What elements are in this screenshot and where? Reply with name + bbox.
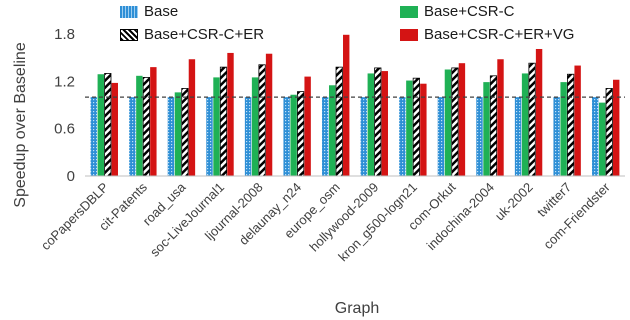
bar-base-csr-c-er-twitter7: [567, 73, 575, 177]
bar-base-csr-c-er-kron-g500-logn21: [412, 77, 420, 177]
bar-base-csr-c-er-ljournal-2008: [258, 64, 266, 177]
legend-item-base-csr-c-er: Base+CSR-C+ER: [120, 26, 264, 43]
x-tick-label: com-Friendster: [540, 179, 613, 252]
bar-base-csr-c-er-vg-road-usa: [188, 59, 196, 176]
bar-base-uk-2002: [514, 97, 522, 176]
x-axis-title: Graph: [335, 300, 379, 317]
bar-base-soc-livejournal1: [206, 97, 213, 176]
bar-base-ljournal-2008: [244, 97, 252, 176]
bar-base-csr-c-er-vg-uk-2002: [535, 48, 543, 176]
y-tick-label: 0: [67, 168, 75, 185]
x-tick-label: hollywood-2009: [306, 180, 381, 255]
bar-base-cit-patents: [129, 97, 136, 176]
bar-base-csr-c-er-hollywood-2009: [374, 67, 382, 177]
legend-label-base-csr-c-er: Base+CSR-C+ER: [144, 26, 265, 43]
legend-label-base: Base: [144, 3, 179, 20]
legend-swatch-base-csr-c-er: [120, 28, 138, 41]
bar-base-csr-c-er-vg-com-orkut: [458, 63, 466, 176]
y-tick-label: 1.2: [54, 73, 75, 90]
bar-base-csr-c-er-road-usa: [181, 88, 189, 177]
y-tick-label: 1.8: [54, 26, 75, 43]
bar-base-kron-g500-logn21: [399, 97, 406, 176]
y-axis-title: Speedup over Baseline: [12, 42, 29, 208]
bar-base-csr-c-er-vg-indochina-2004: [497, 59, 504, 176]
bar-base-csr-c-er-vg-europe-osm: [343, 34, 350, 177]
bar-base-csr-c-er-indochina-2004: [489, 75, 498, 177]
x-tick-label: indochina-2004: [424, 180, 497, 253]
legend: Base Base+CSR-C Base+CSR-C+ER Base+CSR-C…: [0, 0, 630, 50]
bar-base-csr-c-kron-g500-logn21: [406, 80, 413, 176]
x-tick-label: uk-2002: [492, 180, 536, 224]
bar-base-road-usa: [167, 97, 175, 176]
legend-label-base-csr-c: Base+CSR-C: [424, 3, 515, 20]
legend-item-base: Base: [120, 3, 178, 20]
bar-base-csr-c-er-europe-osm: [335, 66, 343, 177]
legend-label-base-csr-c-er-vg: Base+CSR-C+ER+VG: [424, 26, 575, 43]
bar-base-csr-c-er-vg-delaunay-n24: [304, 76, 311, 176]
bar-base-twitter7: [553, 97, 560, 176]
bar-base-com-orkut: [437, 97, 445, 176]
bar-base-csr-c-er-cit-patents: [142, 76, 150, 177]
bar-base-csr-c-road-usa: [174, 92, 182, 176]
bar-base-csr-c-er-delaunay-n24: [297, 91, 305, 177]
bar-base-csr-c-er-uk-2002: [528, 62, 536, 177]
bar-base-csr-c-er-vg-ljournal-2008: [265, 53, 273, 176]
bar-base-csr-c-hollywood-2009: [367, 73, 374, 176]
bar-base-europe-osm: [322, 97, 329, 176]
bar-base-hollywood-2009: [360, 97, 367, 176]
bar-base-delaunay-n24: [283, 97, 290, 176]
bar-base-csr-c-er-vg-soc-livejournal1: [227, 52, 234, 176]
bar-base-csr-c-er-vg-com-friendster: [613, 79, 620, 176]
bar-base-copapersdblp: [90, 97, 97, 176]
bar-base-csr-c-er-vg-cit-patents: [150, 67, 157, 176]
bar-base-csr-c-twitter7: [560, 82, 567, 176]
bar-base-indochina-2004: [476, 97, 483, 176]
bar-base-csr-c-er-vg-copapersdblp: [111, 82, 118, 176]
bars: [90, 34, 620, 177]
bar-base-csr-c-soc-livejournal1: [213, 77, 220, 176]
x-tick-label: coPapersDBLP: [38, 180, 111, 253]
bar-base-csr-c-delaunay-n24: [290, 94, 297, 176]
bar-base-csr-c-com-orkut: [444, 69, 452, 176]
bar-base-csr-c-ljournal-2008: [251, 77, 259, 176]
bar-base-com-friendster: [592, 97, 599, 176]
bar-base-csr-c-er-soc-livejournal1: [219, 66, 228, 177]
bar-base-csr-c-er-com-friendster: [605, 88, 613, 177]
bar-base-csr-c-er-copapersdblp: [104, 73, 112, 177]
legend-item-base-csr-c: Base+CSR-C: [400, 3, 514, 20]
bar-base-csr-c-com-friendster: [599, 102, 606, 176]
bar-base-csr-c-europe-osm: [329, 85, 336, 176]
bar-base-csr-c-cit-patents: [136, 75, 143, 176]
bar-base-csr-c-indochina-2004: [483, 82, 490, 176]
bar-base-csr-c-copapersdblp: [97, 74, 104, 176]
bar-base-csr-c-er-com-orkut: [451, 67, 459, 177]
legend-swatch-base-csr-c-er-vg: [400, 28, 418, 41]
bar-base-csr-c-er-vg-hollywood-2009: [381, 71, 388, 176]
legend-swatch-base-csr-c: [400, 5, 418, 18]
bar-base-csr-c-er-vg-kron-g500-logn21: [420, 83, 427, 176]
bar-base-csr-c-uk-2002: [521, 73, 529, 176]
legend-item-base-csr-c-er-vg: Base+CSR-C+ER+VG: [400, 26, 574, 43]
bar-base-csr-c-er-vg-twitter7: [574, 65, 581, 176]
legend-swatch-base: [120, 5, 138, 18]
y-tick-label: 0.6: [54, 121, 75, 138]
